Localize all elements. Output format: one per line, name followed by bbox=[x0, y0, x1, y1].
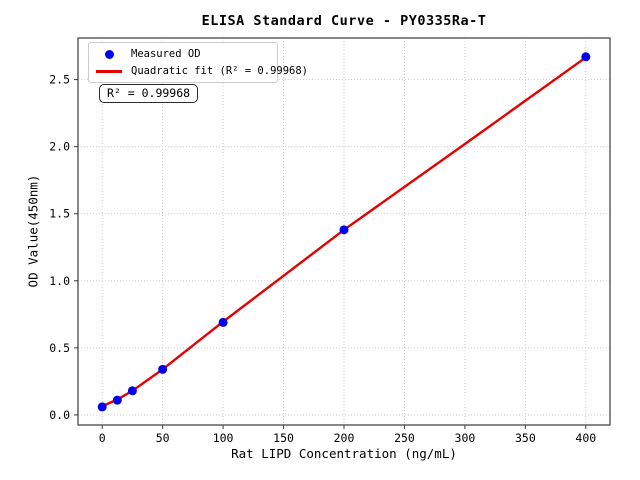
y-tick-label: 0.0 bbox=[49, 408, 70, 422]
legend-marker-cell bbox=[95, 69, 123, 73]
x-tick-label: 300 bbox=[455, 431, 476, 445]
scatter-marker-icon bbox=[104, 49, 114, 59]
x-tick-label: 0 bbox=[99, 431, 106, 445]
chart-title: ELISA Standard Curve - PY0335Ra-T bbox=[201, 13, 487, 29]
y-tick-label: 2.0 bbox=[49, 140, 70, 154]
x-tick-label: 100 bbox=[213, 431, 234, 445]
x-tick-label: 350 bbox=[515, 431, 536, 445]
data-point bbox=[127, 386, 137, 396]
legend-marker-cell bbox=[95, 49, 123, 59]
legend: Measured OD Quadratic fit (R² = 0.99968) bbox=[88, 42, 308, 83]
x-tick-label: 400 bbox=[575, 431, 596, 445]
x-axis-label: Rat LIPD Concentration (ng/mL) bbox=[231, 446, 457, 461]
data-point bbox=[97, 402, 107, 412]
y-axis-label: OD Value(450nm) bbox=[25, 174, 41, 288]
x-tick-label: 50 bbox=[156, 431, 170, 445]
line-marker-icon bbox=[96, 69, 122, 73]
y-tick-label: 1.5 bbox=[49, 207, 70, 221]
data-point bbox=[581, 52, 591, 62]
data-point bbox=[158, 364, 168, 374]
legend-label-quadratic-fit: Quadratic fit (R² = 0.99968) bbox=[131, 65, 309, 77]
r-squared-annotation: R² = 0.99968 bbox=[99, 84, 199, 103]
data-point bbox=[112, 395, 122, 405]
y-tick-label: 1.0 bbox=[49, 274, 70, 288]
data-point bbox=[339, 225, 349, 235]
legend-label-measured-od: Measured OD bbox=[131, 48, 201, 60]
y-tick-label: 0.5 bbox=[49, 341, 70, 355]
y-tick-label: 2.5 bbox=[49, 73, 70, 87]
data-point bbox=[218, 317, 228, 327]
x-tick-label: 200 bbox=[334, 431, 355, 445]
legend-item-measured-od: Measured OD bbox=[95, 47, 271, 61]
legend-item-quadratic-fit: Quadratic fit (R² = 0.99968) bbox=[95, 64, 308, 78]
x-tick-label: 150 bbox=[273, 431, 294, 445]
x-tick-label: 250 bbox=[394, 431, 415, 445]
